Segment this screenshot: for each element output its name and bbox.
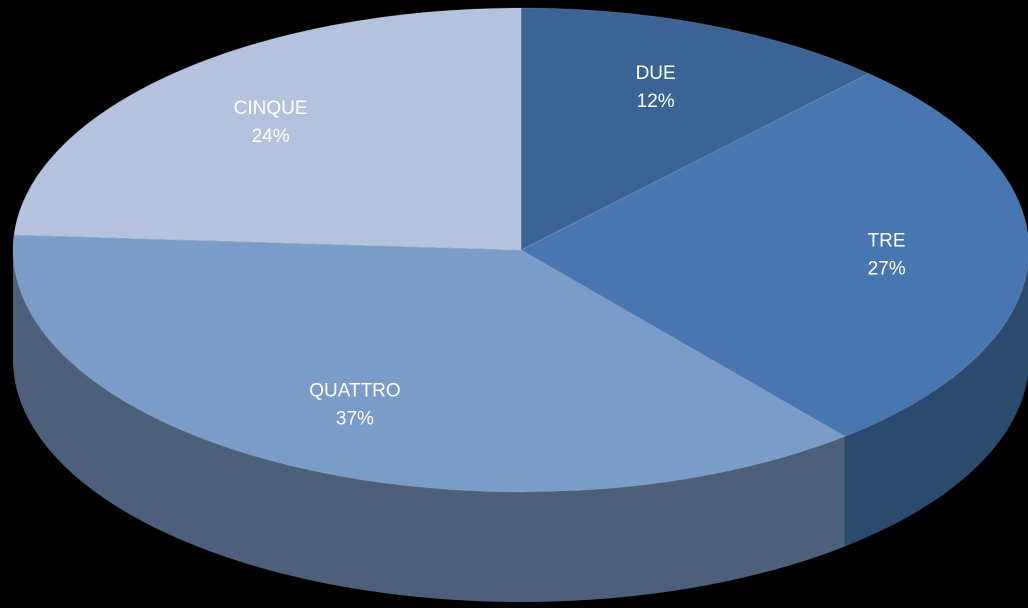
slice-label-value: 27% [868, 258, 906, 279]
slice-label-name: TRE [868, 230, 906, 251]
slice-label-value: 24% [252, 126, 290, 147]
slice-label-name: CINQUE [234, 98, 308, 119]
pie-slice [13, 7, 522, 251]
pie-slice [519, 73, 1028, 438]
pie-slice-side [13, 250, 845, 602]
slice-label-value: 37% [336, 408, 374, 429]
pie-slice-side [844, 264, 1028, 547]
slice-label-value: 12% [637, 91, 675, 112]
pie-slice [12, 234, 846, 493]
slice-label-name: DUE [636, 63, 676, 84]
slice-label-name: QUATTRO [309, 380, 400, 401]
pie-slice [520, 7, 870, 251]
